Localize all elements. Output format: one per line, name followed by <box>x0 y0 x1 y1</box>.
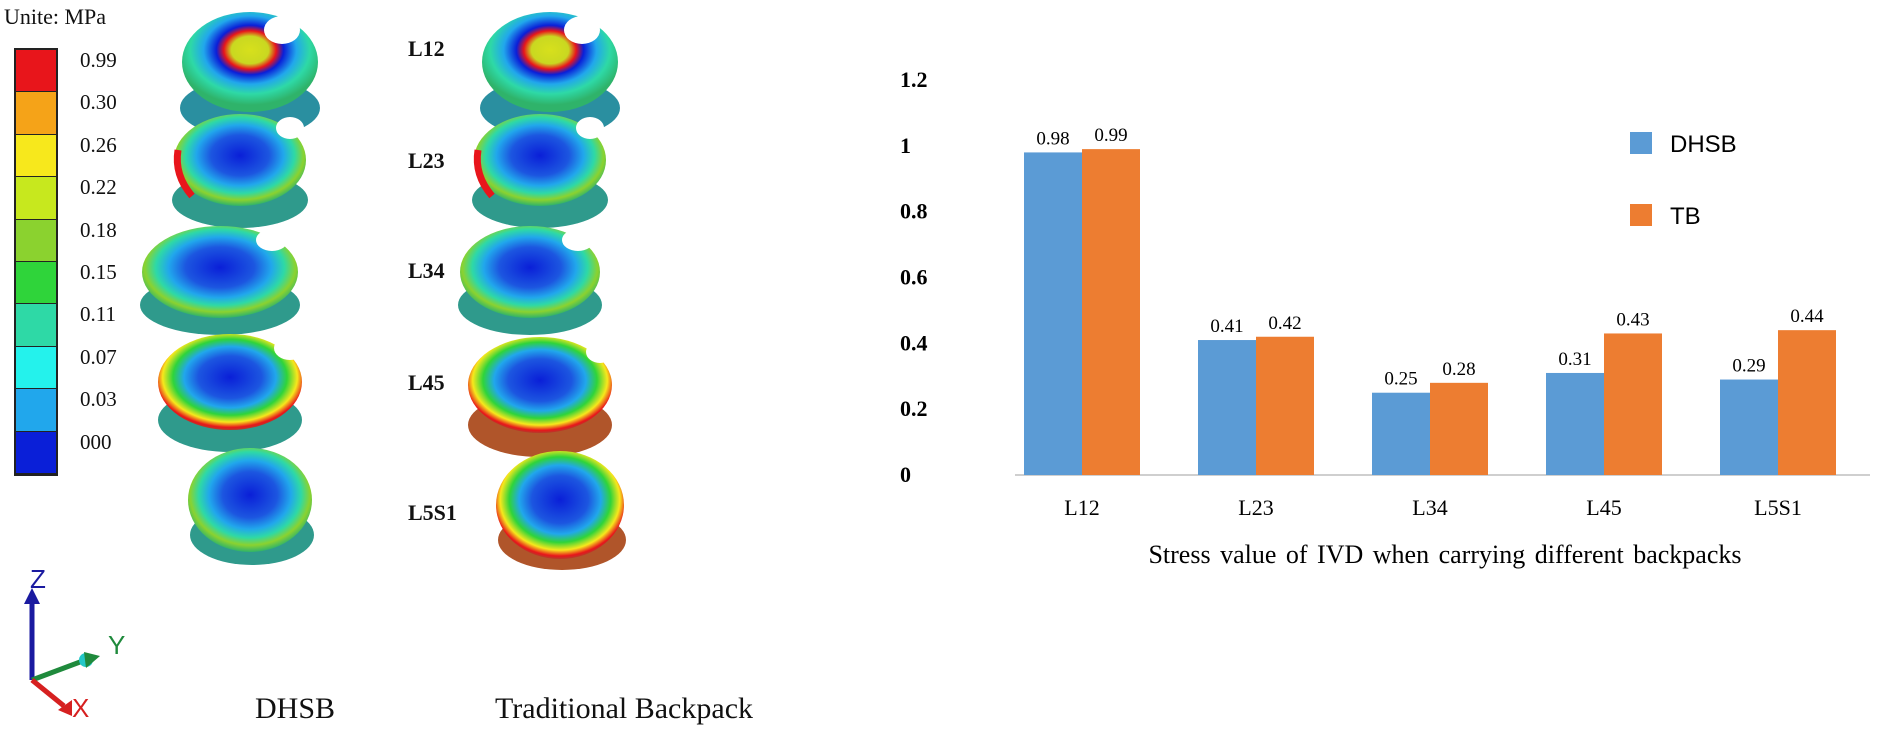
y-tick-label: 1 <box>900 133 911 158</box>
disc-label-l45: L45 <box>408 370 445 395</box>
disc-dhsb-l23 <box>172 114 308 228</box>
disc-tb-l5s1 <box>496 451 626 570</box>
colorbar-segment <box>16 262 56 305</box>
data-label: 0.98 <box>1036 128 1069 149</box>
disc-tb-l45 <box>468 337 614 457</box>
disc-figures <box>140 12 626 570</box>
colorbar-label: 0.22 <box>80 175 117 200</box>
y-tick-label: 0.6 <box>900 265 928 290</box>
colorbar-segment <box>16 346 56 390</box>
disc-dhsb-l34 <box>140 226 300 335</box>
colorbar-segment <box>16 304 56 347</box>
data-label: 0.25 <box>1384 369 1417 390</box>
colorbar-title: Unite: MPa <box>4 4 107 29</box>
y-tick-label: 0.2 <box>900 396 928 421</box>
y-axis-label: Y <box>108 630 125 660</box>
colorbar-segment <box>16 50 56 93</box>
x-axis-line <box>30 678 66 708</box>
disc-dhsb-l45 <box>158 334 306 452</box>
y-axis-arrow <box>84 652 100 668</box>
bar-tb-l23 <box>1256 336 1314 475</box>
disc-dhsb-l5s1 <box>188 448 314 565</box>
disc-tb-l23 <box>472 114 608 228</box>
data-label: 0.41 <box>1210 316 1243 337</box>
data-label: 0.42 <box>1268 313 1301 334</box>
disc-label-l12: L12 <box>408 36 445 61</box>
colorbar-segment <box>16 177 56 220</box>
legend-label-tb: TB <box>1670 203 1701 230</box>
colorbar-label: 0.26 <box>80 132 117 157</box>
axis-triad: Z Y X <box>24 570 125 720</box>
z-axis-arrow <box>24 588 40 604</box>
bar-tb-l5s1 <box>1778 330 1836 475</box>
colorbar-label: 0.03 <box>80 387 117 412</box>
z-axis-label: Z <box>30 570 46 594</box>
x-tick-label-l23: L23 <box>1238 495 1273 520</box>
colorbar-segment <box>16 134 56 178</box>
bar-dhsb-l45 <box>1546 372 1604 475</box>
data-label: 0.28 <box>1442 359 1475 380</box>
colorbar-label: 0.30 <box>80 90 117 115</box>
data-label: 0.29 <box>1732 356 1765 377</box>
colorbar-label: 0.18 <box>80 217 117 242</box>
x-axis-title: Stress value of IVD when carrying differ… <box>1148 540 1741 569</box>
bar-chart: 0 0.2 0.4 0.6 0.8 1 1.2 0.98 0.99 L12 0.41 0.42 L23 0… <box>900 67 1870 569</box>
y-tick-label: 1.2 <box>900 67 928 92</box>
y-tick-label: 0.4 <box>900 330 928 355</box>
disc-label-l34: L34 <box>408 258 445 283</box>
colorbar-label: 0.15 <box>80 260 117 284</box>
y-axis-line <box>31 659 81 683</box>
column-caption-dhsb: DHSB <box>255 692 336 725</box>
y-tick-label: 0 <box>900 462 911 487</box>
bar-dhsb-l5s1 <box>1720 379 1778 475</box>
colorbar-segment <box>16 431 56 474</box>
disc-label-l23: L23 <box>408 148 445 173</box>
x-tick-label-l34: L34 <box>1412 495 1447 520</box>
disc-tb-l34 <box>458 226 602 335</box>
data-label: 0.43 <box>1616 309 1649 330</box>
colorbar <box>14 48 58 476</box>
colorbar-label: 000 <box>80 429 112 454</box>
data-label: 0.44 <box>1790 306 1824 327</box>
bar-dhsb-l12 <box>1024 152 1082 475</box>
x-axis-label: X <box>72 693 89 720</box>
legend-label-dhsb: DHSB <box>1670 131 1737 158</box>
legend-swatch-dhsb <box>1630 132 1652 154</box>
x-axis-arrow <box>58 700 72 716</box>
column-caption-traditional: Traditional Backpack <box>495 692 754 725</box>
x-tick-label-l45: L45 <box>1586 495 1621 520</box>
bar-dhsb-l23 <box>1198 340 1256 475</box>
colorbar-label: 0.99 <box>80 48 117 72</box>
colorbar-segment <box>16 92 56 135</box>
colorbar-segment <box>16 389 56 432</box>
y-tick-label: 0.8 <box>900 199 928 224</box>
bar-tb-l12 <box>1082 149 1140 475</box>
colorbar-label: 0.11 <box>80 302 116 327</box>
legend-swatch-tb <box>1630 204 1652 226</box>
disc-label-l5s1: L5S1 <box>408 500 457 525</box>
data-label: 0.99 <box>1094 125 1127 146</box>
bar-tb-l45 <box>1604 333 1662 475</box>
colorbar-segment <box>16 219 56 262</box>
x-tick-label-l12: L12 <box>1064 495 1099 520</box>
x-tick-label-l5s1: L5S1 <box>1754 495 1802 520</box>
bar-dhsb-l34 <box>1372 392 1430 475</box>
bar-tb-l34 <box>1430 382 1488 475</box>
data-label: 0.31 <box>1558 349 1591 370</box>
colorbar-label: 0.07 <box>80 344 117 369</box>
